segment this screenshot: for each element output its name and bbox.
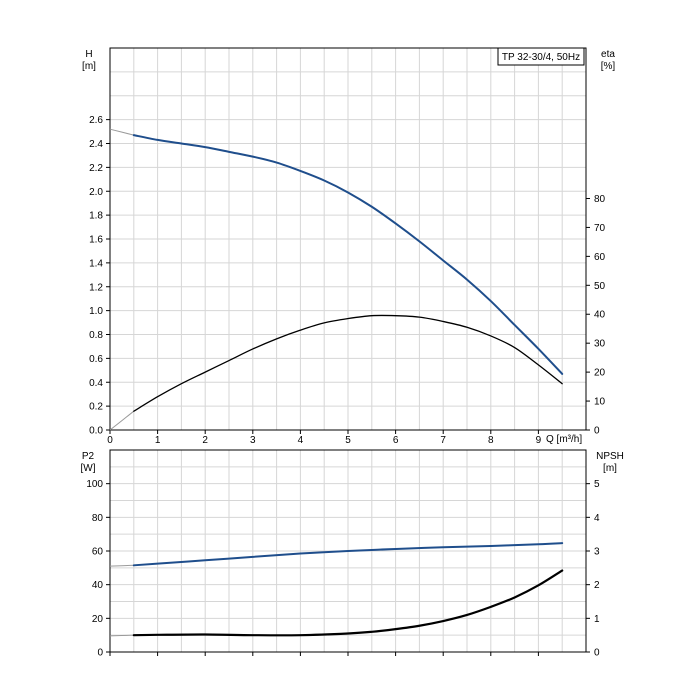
y-right-tick-label: 80 [594, 194, 606, 205]
y-axis-title-p2: P2 [82, 451, 95, 462]
y-right-tick-label: 10 [594, 397, 606, 408]
y-axis-unit-eta: [%] [601, 61, 616, 72]
x-tick-label: 7 [440, 435, 446, 446]
y-right-tick-label: 2 [594, 580, 600, 591]
head-efficiency-series [109, 128, 564, 431]
y-right-tick-label: 40 [594, 310, 606, 321]
y-axis-unit-p2: [W] [81, 463, 96, 474]
x-tick-label: 2 [202, 435, 208, 446]
y-axis-title-eta: eta [601, 49, 615, 60]
y-tick-label: 2.2 [89, 163, 103, 174]
x-tick-label: 0 [107, 435, 113, 446]
series-line-1 [133, 314, 563, 412]
series-extrapolated-segment [109, 634, 134, 637]
y-tick-label: 2.0 [89, 187, 103, 198]
y-axis-unit-h: [m] [82, 61, 96, 72]
y-tick-label: 2.6 [89, 115, 103, 126]
y-right-tick-label: 5 [594, 479, 600, 490]
y-tick-label: 60 [92, 547, 104, 558]
series-line-0 [132, 134, 564, 375]
x-tick-label: 1 [155, 435, 161, 446]
y-right-tick-label: 1 [594, 614, 600, 625]
series-line-1 [132, 569, 564, 637]
y-tick-label: 1.6 [89, 235, 103, 246]
y-tick-label: 0.6 [89, 354, 103, 365]
y-tick-label: 20 [92, 614, 104, 625]
y-right-tick-label: 70 [594, 223, 606, 234]
y-tick-label: 0.2 [89, 402, 103, 413]
power-npsh-series [109, 542, 564, 637]
head-efficiency-ticks: 0.0 0.2 0.4 0.6 0.8 1.0 1.2 1.4 1.6 1.8 2.0 2.2 2.4 2… [89, 115, 605, 446]
power-npsh-ticks: 0 20 40 60 80 100 0 1 2 3 4 5 [86, 479, 600, 658]
y-right-tick-label: 60 [594, 252, 606, 263]
y-tick-label: 0.8 [89, 330, 103, 341]
y-right-tick-label: 30 [594, 339, 606, 350]
series-extrapolated-segment [109, 128, 134, 136]
head-efficiency-panel: 0.0 0.2 0.4 0.6 0.8 1.0 1.2 1.4 1.6 1.8 2.0 2.2 2.4 2… [82, 47, 616, 446]
y-tick-label: 2.4 [89, 139, 103, 150]
y-tick-label: 80 [92, 513, 104, 524]
power-npsh-grid [110, 450, 586, 652]
y-tick-label: 0 [97, 648, 103, 659]
y-right-tick-label: 4 [594, 513, 600, 524]
x-tick-label: 3 [250, 435, 256, 446]
power-npsh-panel: 0 20 40 60 80 100 0 1 2 3 4 5 P2 [W] NPSH [m] [81, 449, 624, 659]
y-right-tick-label: 20 [594, 368, 606, 379]
chart-title: TP 32-30/4, 50Hz [502, 52, 580, 63]
y-tick-label: 40 [92, 580, 104, 591]
y-right-tick-label: 3 [594, 547, 600, 558]
y-tick-label: 1.0 [89, 306, 103, 317]
y-axis-title-h: H [85, 49, 92, 60]
head-efficiency-grid [110, 48, 586, 430]
y-tick-label: 1.4 [89, 258, 103, 269]
y-right-tick-label: 0 [594, 648, 600, 659]
x-tick-label: 9 [536, 435, 542, 446]
x-axis-title: Q [m³/h] [546, 434, 582, 445]
y-tick-label: 1.2 [89, 282, 103, 293]
series-extrapolated-segment [109, 564, 134, 567]
y-tick-label: 0.4 [89, 378, 103, 389]
x-tick-label: 6 [393, 435, 399, 446]
y-axis-unit-npsh: [m] [603, 463, 617, 474]
y-right-tick-label: 0 [594, 426, 600, 437]
series-line-0 [132, 542, 564, 567]
y-axis-title-npsh: NPSH [596, 451, 624, 462]
y-tick-label: 100 [86, 479, 103, 490]
chart-title-box [497, 47, 585, 66]
y-tick-label: 0.0 [89, 426, 103, 437]
x-tick-label: 4 [298, 435, 304, 446]
y-right-tick-label: 50 [594, 281, 606, 292]
series-extrapolated-segment [109, 410, 135, 431]
y-tick-label: 1.8 [89, 211, 103, 222]
x-tick-label: 8 [488, 435, 494, 446]
x-tick-label: 5 [345, 435, 351, 446]
